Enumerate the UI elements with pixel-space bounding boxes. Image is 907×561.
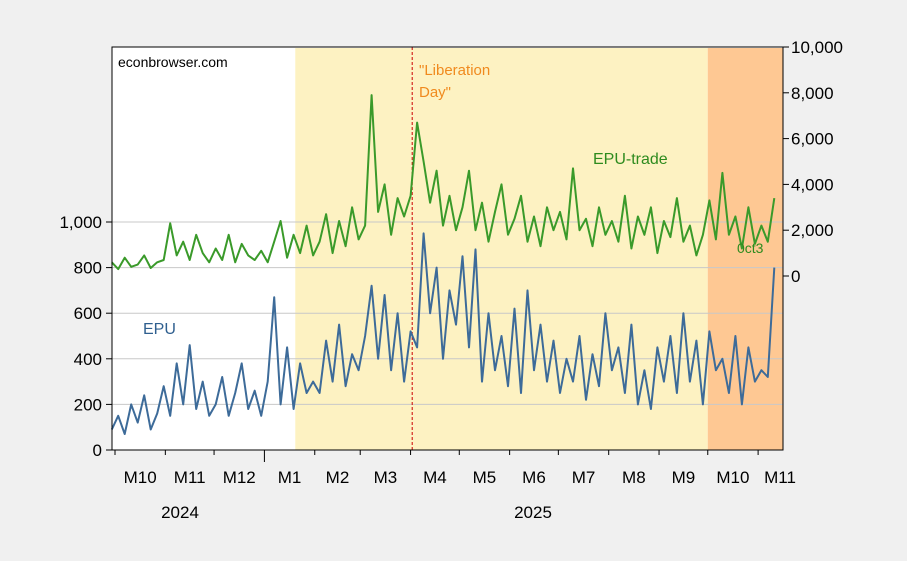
month-label: M9 — [672, 468, 696, 487]
left-tick-label: 600 — [74, 304, 102, 323]
year-label: 2024 — [161, 503, 199, 522]
right-tick-label: 6,000 — [791, 130, 834, 149]
month-label: M7 — [572, 468, 596, 487]
liberation-day-label-2: Day" — [419, 84, 451, 101]
month-label: M10 — [716, 468, 749, 487]
liberation-day-label-1: "Liberation — [419, 62, 490, 79]
left-tick-label: 800 — [74, 259, 102, 278]
right-tick-label: 2,000 — [791, 221, 834, 240]
oct3-label: 0ct3 — [737, 240, 764, 256]
month-label: M1 — [278, 468, 302, 487]
shaded-period-0 — [295, 48, 708, 450]
month-label: M4 — [423, 468, 447, 487]
month-label: M11 — [174, 468, 206, 487]
epu-label: EPU — [143, 321, 176, 338]
year-label: 2025 — [514, 503, 552, 522]
right-tick-label: 8,000 — [791, 84, 834, 103]
right-tick-label: 10,000 — [791, 38, 843, 57]
source-label: econbrowser.com — [118, 54, 228, 70]
left-tick-label: 1,000 — [59, 213, 102, 232]
series-line-epu-trade — [111, 94, 776, 271]
right-tick-label: 0 — [791, 267, 800, 286]
month-label: M8 — [622, 468, 646, 487]
right-tick-label: 4,000 — [791, 175, 834, 194]
month-label: M10 — [124, 468, 157, 487]
left-tick-label: 0 — [93, 441, 102, 460]
shaded-period-1 — [707, 48, 783, 450]
month-label: M11 — [764, 468, 796, 487]
plot-frame — [111, 46, 784, 451]
month-label: M6 — [522, 468, 546, 487]
left-tick-label: 400 — [74, 350, 102, 369]
month-label: M12 — [223, 468, 256, 487]
month-label: M3 — [374, 468, 398, 487]
left-tick-label: 200 — [74, 395, 102, 414]
month-label: M2 — [326, 468, 350, 487]
epu-trade-label: EPU-trade — [593, 151, 668, 168]
month-label: M5 — [473, 468, 497, 487]
series-line-epu — [110, 232, 776, 435]
